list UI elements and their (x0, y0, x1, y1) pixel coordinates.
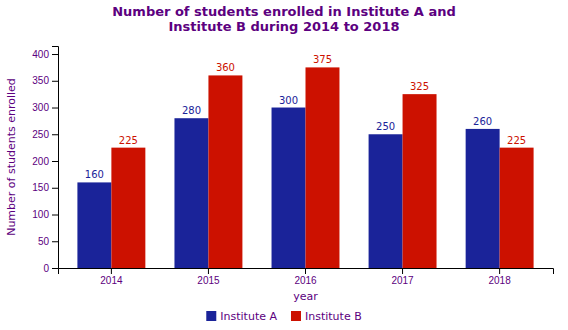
y-tick: 50 (38, 236, 58, 247)
data-label: 360 (216, 62, 235, 73)
data-label: 325 (410, 81, 429, 92)
y-tick-mark (52, 134, 58, 135)
x-tick: 2014 (100, 268, 123, 286)
x-tick-mark (111, 268, 112, 274)
y-tick-mark (52, 188, 58, 189)
legend: Institute A Institute B (206, 310, 361, 323)
y-tick-mark (52, 54, 58, 55)
bar (174, 118, 208, 268)
bar (111, 148, 145, 268)
y-tick: 350 (32, 75, 58, 86)
x-tick-mark (499, 268, 500, 274)
x-tick-label: 2015 (197, 275, 220, 286)
legend-swatch (291, 311, 301, 321)
x-tick-mark (305, 268, 306, 274)
y-tick-label: 0 (43, 263, 49, 274)
bars (77, 67, 533, 268)
chart: Number of students enrolled in Institute… (0, 0, 568, 330)
legend-item: Institute A (206, 310, 277, 323)
y-tick-label: 100 (32, 209, 49, 220)
x-tick: 2015 (197, 268, 220, 286)
data-label: 260 (473, 116, 492, 127)
y-axis-line (52, 47, 59, 269)
bar (272, 108, 306, 268)
y-tick-label: 200 (32, 156, 49, 167)
x-tick-mark (208, 268, 209, 274)
data-label: 225 (507, 135, 526, 146)
data-label: 280 (182, 105, 201, 116)
y-tick-label: 400 (32, 49, 49, 60)
bar (77, 182, 111, 268)
y-tick: 200 (32, 156, 58, 167)
x-axis-line (59, 269, 554, 275)
y-tick-label: 250 (32, 129, 49, 140)
x-axis-title: year (293, 290, 318, 303)
x-tick: 2017 (391, 268, 414, 286)
y-tick: 300 (32, 102, 58, 113)
y-tick-mark (52, 161, 58, 162)
x-tick: 2016 (294, 268, 317, 286)
y-tick-mark (52, 215, 58, 216)
y-tick: 250 (32, 129, 58, 140)
series (111, 67, 533, 268)
x-tick-mark (402, 268, 403, 274)
bar (208, 75, 242, 268)
y-tick-mark (52, 241, 58, 242)
y-tick-label: 50 (38, 236, 50, 247)
data-label: 160 (85, 169, 104, 180)
legend-swatch (206, 311, 216, 321)
data-label: 375 (313, 54, 332, 65)
data-label: 300 (279, 95, 298, 106)
y-tick: 100 (32, 209, 58, 220)
bar (500, 148, 534, 268)
y-tick-mark (52, 81, 58, 82)
y-axis: 0 50 100 150 200 250 300 350 400 (32, 47, 58, 274)
y-tick-mark (52, 108, 58, 109)
legend-label: Institute B (305, 310, 362, 323)
y-tick: 0 (43, 263, 58, 274)
x-tick-label: 2018 (488, 275, 511, 286)
bar (369, 134, 403, 268)
bar (403, 94, 437, 268)
title: Number of students enrolled in Institute… (112, 4, 456, 34)
data-label: 225 (119, 135, 138, 146)
legend-label: Institute A (220, 310, 277, 323)
x-tick-label: 2014 (100, 275, 123, 286)
y-tick-label: 150 (32, 182, 49, 193)
x-tick-label: 2017 (391, 275, 414, 286)
x-axis: 2014 2015 2016 2017 2018 (59, 268, 554, 286)
x-tick-label: 2016 (294, 275, 317, 286)
y-tick-label: 300 (32, 102, 49, 113)
bar (466, 129, 500, 268)
y-tick: 400 (32, 49, 58, 60)
data-label: 250 (376, 121, 395, 132)
bar (306, 67, 340, 268)
legend-item: Institute B (291, 310, 362, 323)
x-tick: 2018 (488, 268, 511, 286)
y-axis-title: Number of students enrolled (5, 78, 18, 236)
data-labels: 160 280 300 250 260 225 360 375 325 225 (85, 54, 526, 180)
y-tick-label: 350 (32, 75, 49, 86)
plot: 0 50 100 150 200 250 300 350 400 2014 2015 2016 2017… (32, 47, 553, 287)
y-tick: 150 (32, 182, 58, 193)
y-tick-mark (52, 268, 58, 269)
